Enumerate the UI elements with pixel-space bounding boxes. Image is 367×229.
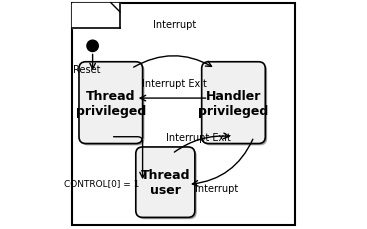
Polygon shape [72, 4, 120, 29]
FancyBboxPatch shape [136, 147, 195, 218]
Text: Handler
privileged: Handler privileged [199, 89, 269, 117]
Text: Interrupt Exit: Interrupt Exit [142, 79, 207, 89]
Text: Interrupt: Interrupt [195, 183, 238, 193]
Text: Interrupt Exit: Interrupt Exit [166, 132, 231, 142]
FancyBboxPatch shape [138, 149, 197, 219]
Text: Reset: Reset [73, 64, 101, 74]
FancyBboxPatch shape [81, 64, 145, 146]
FancyBboxPatch shape [79, 63, 143, 144]
Circle shape [87, 41, 98, 52]
Text: Thread
privileged: Thread privileged [76, 89, 146, 117]
FancyBboxPatch shape [202, 63, 265, 144]
Text: Interrupt: Interrupt [153, 20, 196, 30]
Text: CONTROL[0] = 1: CONTROL[0] = 1 [64, 178, 139, 187]
Text: Thread
user: Thread user [141, 169, 190, 196]
FancyBboxPatch shape [203, 64, 267, 146]
